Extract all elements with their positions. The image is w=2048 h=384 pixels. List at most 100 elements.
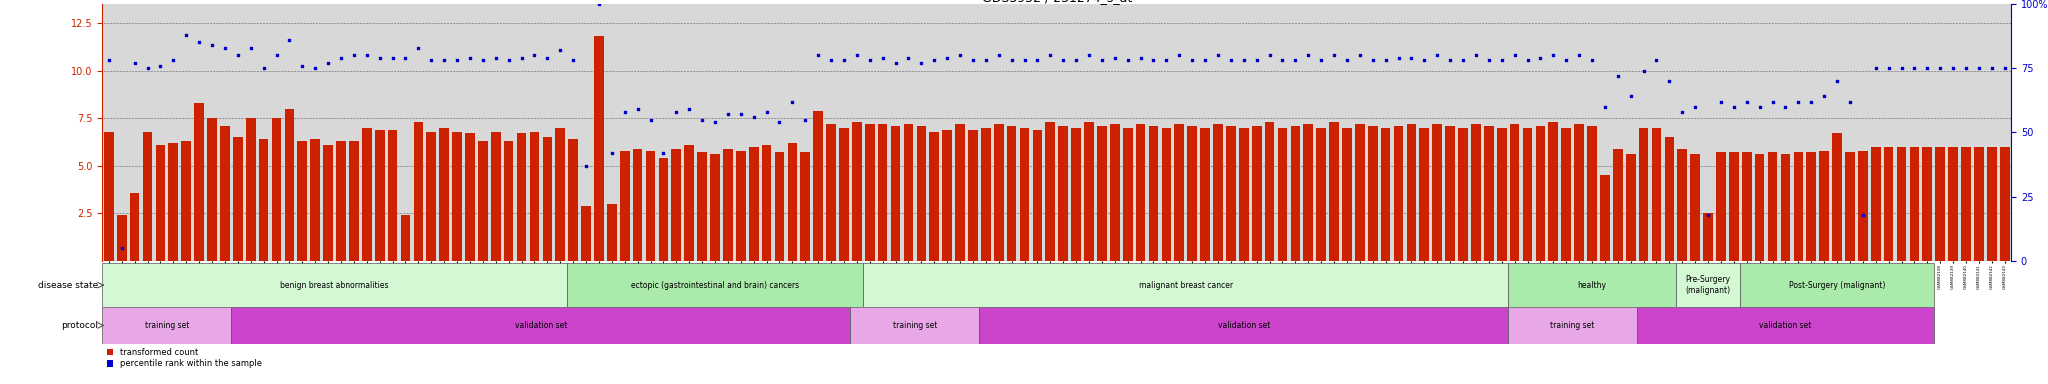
Point xyxy=(918,57,950,63)
Bar xyxy=(1044,122,1055,261)
Bar xyxy=(1845,152,1855,261)
Point xyxy=(788,117,821,123)
Point xyxy=(1808,93,1841,99)
Point xyxy=(1794,99,1827,105)
Bar xyxy=(1239,128,1249,261)
Point xyxy=(104,245,137,252)
Point xyxy=(725,111,758,118)
Bar xyxy=(1303,124,1313,261)
Bar xyxy=(1561,128,1571,261)
Point xyxy=(1370,57,1403,63)
Bar xyxy=(1059,126,1069,261)
Point xyxy=(1511,57,1544,63)
Point xyxy=(1163,52,1196,58)
Point xyxy=(1214,57,1247,63)
Point xyxy=(1485,57,1518,63)
Bar xyxy=(969,130,977,261)
Bar xyxy=(1341,128,1352,261)
Bar xyxy=(1290,126,1300,261)
Bar xyxy=(762,145,772,261)
Point xyxy=(1176,57,1208,63)
Bar xyxy=(1098,126,1106,261)
Point xyxy=(905,60,938,66)
Point xyxy=(221,52,254,58)
Point xyxy=(1460,52,1493,58)
Point xyxy=(377,55,410,61)
Bar xyxy=(1665,137,1673,261)
Point xyxy=(737,114,770,120)
Point xyxy=(1137,57,1169,63)
Point xyxy=(1524,55,1556,61)
Bar xyxy=(1458,128,1468,261)
Bar xyxy=(1522,128,1532,261)
Bar xyxy=(1137,124,1145,261)
Bar xyxy=(336,141,346,261)
Bar xyxy=(477,141,487,261)
Bar xyxy=(426,132,436,261)
Bar xyxy=(1962,147,1970,261)
Bar xyxy=(1923,147,1931,261)
Bar xyxy=(1008,126,1016,261)
Bar xyxy=(543,137,553,261)
Bar xyxy=(219,126,229,261)
Point xyxy=(1202,52,1235,58)
Point xyxy=(893,55,926,61)
Point xyxy=(479,55,512,61)
Point xyxy=(1278,57,1313,63)
Point xyxy=(1821,78,1853,84)
Point xyxy=(1602,73,1634,79)
Bar xyxy=(1278,128,1288,261)
Bar xyxy=(195,103,205,261)
Bar xyxy=(182,141,190,261)
Text: Post-Surgery (malignant): Post-Surgery (malignant) xyxy=(1788,281,1886,290)
Point xyxy=(764,119,797,125)
Bar xyxy=(684,145,694,261)
Point xyxy=(248,65,281,71)
Point xyxy=(170,31,203,38)
Bar xyxy=(801,152,811,261)
Point xyxy=(956,57,989,63)
Point xyxy=(260,52,293,58)
Point xyxy=(596,150,629,156)
Point xyxy=(1499,52,1532,58)
Bar xyxy=(246,118,256,261)
Bar xyxy=(672,149,682,261)
Point xyxy=(350,52,383,58)
Bar xyxy=(1896,147,1907,261)
Point xyxy=(1860,65,1892,71)
Point xyxy=(1563,52,1595,58)
Point xyxy=(92,57,125,63)
Bar xyxy=(1380,128,1391,261)
Bar xyxy=(1227,126,1235,261)
Text: ectopic (gastrointestinal and brain) cancers: ectopic (gastrointestinal and brain) can… xyxy=(631,281,799,290)
Point xyxy=(1536,52,1569,58)
Point xyxy=(1575,57,1608,63)
Point xyxy=(674,106,707,113)
Point xyxy=(776,99,809,105)
Point xyxy=(1962,65,1995,71)
Bar xyxy=(1884,147,1894,261)
Point xyxy=(299,65,332,71)
Bar xyxy=(1690,154,1700,261)
Bar xyxy=(1548,122,1559,261)
Bar xyxy=(1935,147,1946,261)
Bar xyxy=(903,124,913,261)
Bar xyxy=(465,133,475,261)
Bar xyxy=(530,132,539,261)
Point xyxy=(119,60,152,66)
Point xyxy=(1937,65,1970,71)
Point xyxy=(1008,57,1040,63)
Point xyxy=(1305,57,1337,63)
Point xyxy=(1382,55,1415,61)
Bar xyxy=(1536,126,1546,261)
Bar xyxy=(840,128,848,261)
Point xyxy=(1266,57,1298,63)
Bar xyxy=(504,141,514,261)
Bar xyxy=(1948,147,1958,261)
Point xyxy=(416,57,449,63)
Bar xyxy=(1188,126,1196,261)
Bar xyxy=(567,263,864,307)
Point xyxy=(1421,52,1454,58)
Point xyxy=(621,106,653,113)
Point xyxy=(506,55,539,61)
